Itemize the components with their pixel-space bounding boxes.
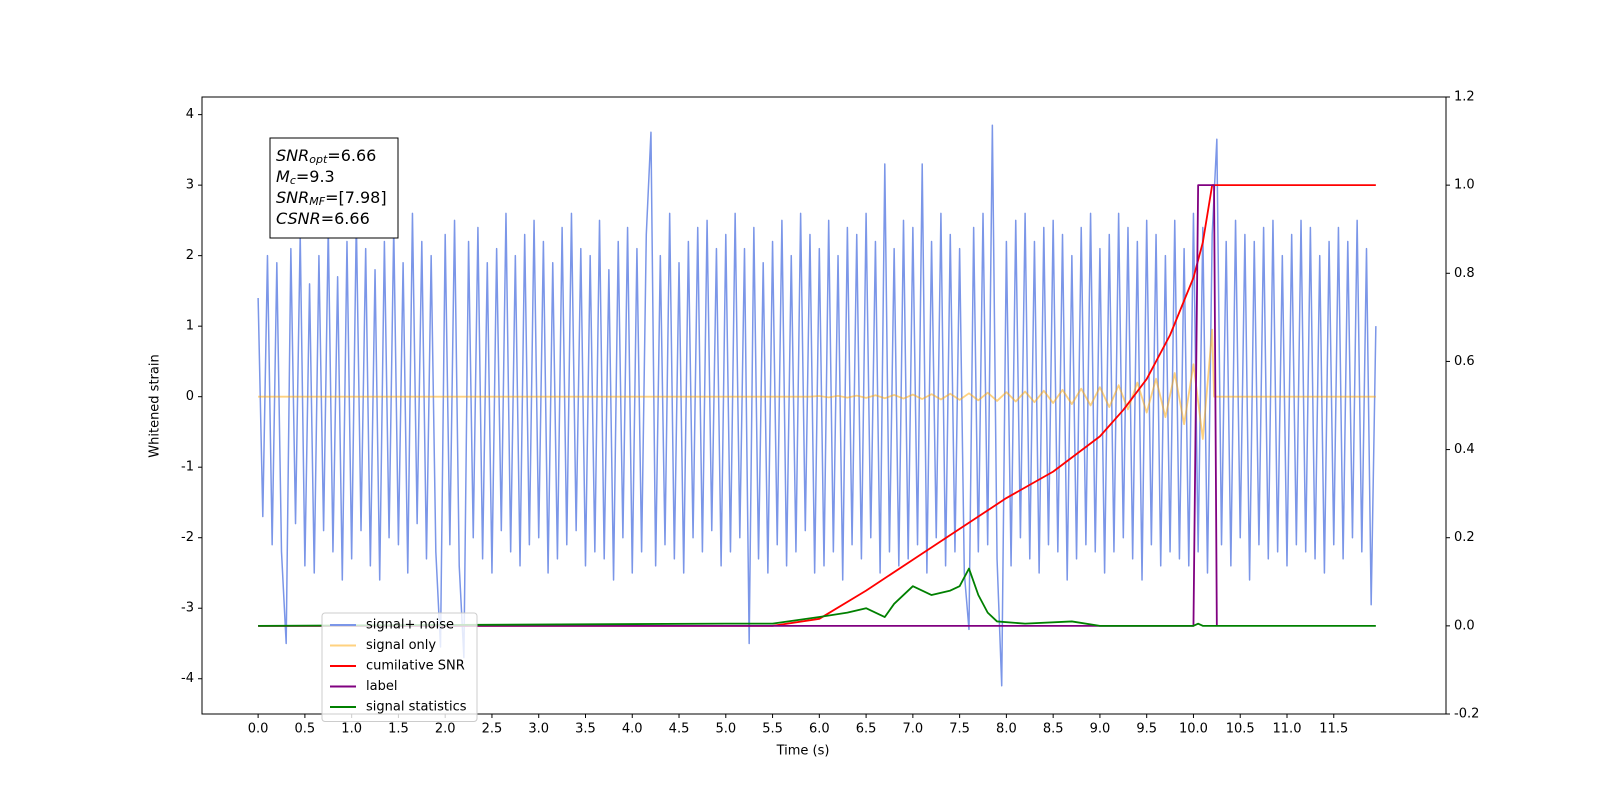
x-tick-label: 2.0 bbox=[435, 722, 456, 737]
legend-label: signal+ noise bbox=[366, 618, 454, 633]
y-tick-label: -2 bbox=[181, 530, 194, 545]
legend-label: signal statistics bbox=[366, 700, 467, 715]
x-tick-label: 11.0 bbox=[1273, 722, 1302, 737]
legend-box bbox=[321, 612, 478, 722]
annotation: SNRMF=[7.98] bbox=[276, 188, 387, 209]
x-tick-label: 6.5 bbox=[856, 722, 877, 737]
x-tick-label: 6.0 bbox=[809, 722, 830, 737]
annotation-box bbox=[269, 137, 399, 239]
x-tick-label: 5.5 bbox=[762, 722, 783, 737]
series-line bbox=[258, 328, 1376, 440]
y2-tick-label: 0.6 bbox=[1454, 354, 1475, 369]
annotation-value: =9.3 bbox=[296, 167, 335, 186]
x-tick-label: 8.5 bbox=[1043, 722, 1064, 737]
x-tick-label: 10.0 bbox=[1179, 722, 1208, 737]
x-tick-label: 2.5 bbox=[482, 722, 503, 737]
x-tick-label: 10.5 bbox=[1226, 722, 1255, 737]
x-tick-label: 4.0 bbox=[622, 722, 643, 737]
annotation: SNRopt=6.66 bbox=[276, 146, 376, 167]
y2-tick-label: 0.4 bbox=[1454, 442, 1475, 457]
annotation-symbol: SNR bbox=[276, 146, 309, 165]
x-tick-label: 5.0 bbox=[715, 722, 736, 737]
legend-label: label bbox=[366, 679, 397, 694]
x-tick-label: 11.5 bbox=[1319, 722, 1348, 737]
x-tick-label: 1.5 bbox=[388, 722, 409, 737]
x-tick-label: 4.5 bbox=[669, 722, 690, 737]
x-tick-label: 7.0 bbox=[903, 722, 924, 737]
legend-label: cumilative SNR bbox=[366, 659, 465, 674]
series-line bbox=[258, 567, 1376, 627]
x-tick-label: 0.5 bbox=[295, 722, 316, 737]
annotation: Mc=9.3 bbox=[276, 167, 335, 188]
annotation-symbol: SNR bbox=[276, 188, 309, 207]
y2-tick-label: -0.2 bbox=[1454, 707, 1479, 722]
annotation-value: =6.66 bbox=[327, 146, 376, 165]
annotation-subscript: MF bbox=[309, 195, 325, 208]
legend-label: signal only bbox=[366, 638, 436, 653]
y-tick-label: 4 bbox=[186, 107, 194, 122]
series-line bbox=[258, 184, 1218, 627]
x-tick-label: 0.0 bbox=[248, 722, 269, 737]
annotation-symbol: M bbox=[276, 167, 290, 186]
y-tick-label: -4 bbox=[181, 671, 194, 686]
plot-area bbox=[257, 124, 1377, 687]
y2-tick-label: 1.2 bbox=[1454, 90, 1475, 105]
y2-tick-label: 0.0 bbox=[1454, 618, 1475, 633]
y2-tick-label: 0.8 bbox=[1454, 266, 1475, 281]
annotation-value: =[7.98] bbox=[325, 188, 387, 207]
y-tick-label: 3 bbox=[186, 178, 194, 193]
x-tick-label: 3.5 bbox=[575, 722, 596, 737]
axes-frame bbox=[201, 96, 1447, 715]
y2-tick-label: 0.2 bbox=[1454, 530, 1475, 545]
y-tick-label: 1 bbox=[186, 319, 194, 334]
annotation-subscript: opt bbox=[309, 153, 328, 166]
x-tick-label: 8.0 bbox=[996, 722, 1017, 737]
x-axis-label: Time (s) bbox=[776, 744, 830, 759]
x-tick-label: 1.0 bbox=[341, 722, 362, 737]
y-axis-label: Whitened strain bbox=[148, 354, 163, 457]
x-tick-label: 9.0 bbox=[1090, 722, 1111, 737]
x-tick-label: 3.0 bbox=[528, 722, 549, 737]
y-tick-label: -1 bbox=[181, 460, 194, 475]
x-tick-label: 7.5 bbox=[949, 722, 970, 737]
y-tick-label: 2 bbox=[186, 248, 194, 263]
annotation-symbol: CSNR bbox=[276, 209, 321, 228]
annotation-value: =6.66 bbox=[321, 209, 370, 228]
annotation: CSNR=6.66 bbox=[276, 209, 370, 228]
series-line bbox=[257, 124, 1377, 687]
x-tick-label: 9.5 bbox=[1136, 722, 1157, 737]
y2-tick-label: 1.0 bbox=[1454, 178, 1475, 193]
y-tick-label: -3 bbox=[181, 601, 194, 616]
annotation-subscript: c bbox=[290, 174, 296, 187]
y-tick-label: 0 bbox=[186, 389, 194, 404]
